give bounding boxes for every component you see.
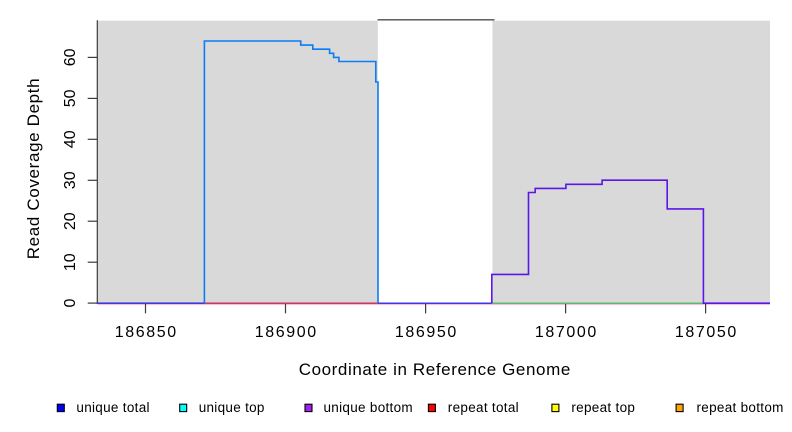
- svg-text:10: 10: [62, 253, 79, 271]
- svg-text:186900: 186900: [255, 324, 318, 341]
- svg-text:Read Coverage Depth: Read Coverage Depth: [24, 78, 43, 260]
- svg-text:repeat total: repeat total: [448, 400, 519, 415]
- svg-text:20: 20: [62, 212, 79, 230]
- svg-text:repeat bottom: repeat bottom: [697, 400, 784, 415]
- svg-text:40: 40: [62, 130, 79, 148]
- svg-text:187000: 187000: [535, 324, 598, 341]
- svg-text:30: 30: [62, 171, 79, 189]
- svg-text:186850: 186850: [115, 324, 178, 341]
- svg-text:50: 50: [62, 89, 79, 107]
- svg-text:0: 0: [62, 299, 79, 308]
- svg-text:unique top: unique top: [199, 400, 265, 415]
- svg-text:187050: 187050: [675, 324, 738, 341]
- svg-text:unique bottom: unique bottom: [324, 400, 413, 415]
- svg-text:Coordinate in Reference Genome: Coordinate in Reference Genome: [299, 360, 571, 379]
- svg-text:repeat top: repeat top: [571, 400, 635, 415]
- svg-text:186950: 186950: [395, 324, 458, 341]
- svg-text:unique total: unique total: [76, 400, 149, 415]
- svg-text:60: 60: [62, 48, 79, 66]
